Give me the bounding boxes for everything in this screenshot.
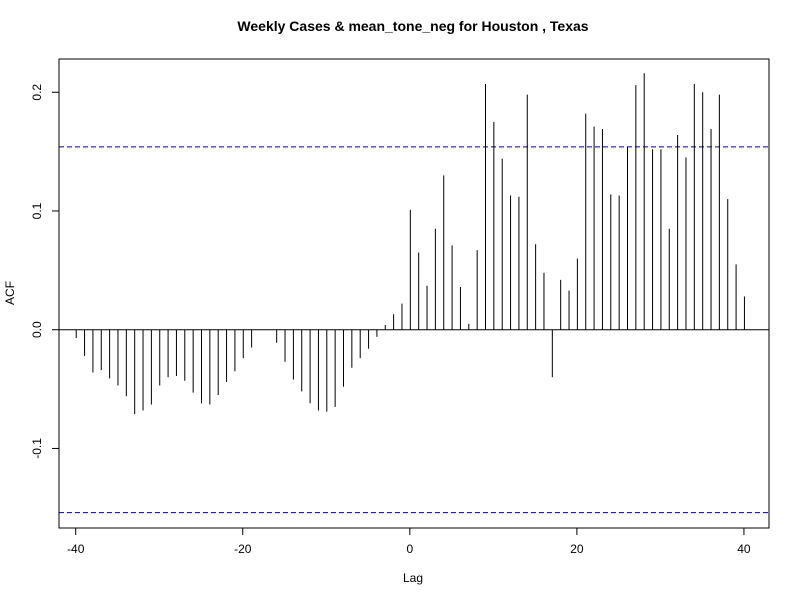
x-axis-label: Lag <box>403 571 423 585</box>
y-tick-label-0: -0.1 <box>30 438 44 459</box>
x-tick-label--40: -40 <box>67 542 85 556</box>
x-tick-label-0: 0 <box>406 542 413 556</box>
x-tick-label-20: 20 <box>570 542 584 556</box>
chart-title: Weekly Cases & mean_tone_neg for Houston… <box>237 18 588 34</box>
y-tick-label-3: 0.2 <box>30 84 44 101</box>
x-tick-label--20: -20 <box>234 542 252 556</box>
acf-bars-group <box>75 73 745 415</box>
plot-area-frame <box>58 58 770 529</box>
x-tick-label-40: 40 <box>737 542 751 556</box>
y-axis: -0.1 0.0 0.1 0.2 <box>30 84 60 459</box>
y-tick-label-2: 0.1 <box>30 202 44 219</box>
y-tick-label-1: 0.0 <box>30 321 44 338</box>
y-axis-label: ACF <box>3 281 17 305</box>
x-axis: -40 -20 0 20 40 <box>67 527 751 556</box>
confidence-bounds-group <box>59 146 769 514</box>
